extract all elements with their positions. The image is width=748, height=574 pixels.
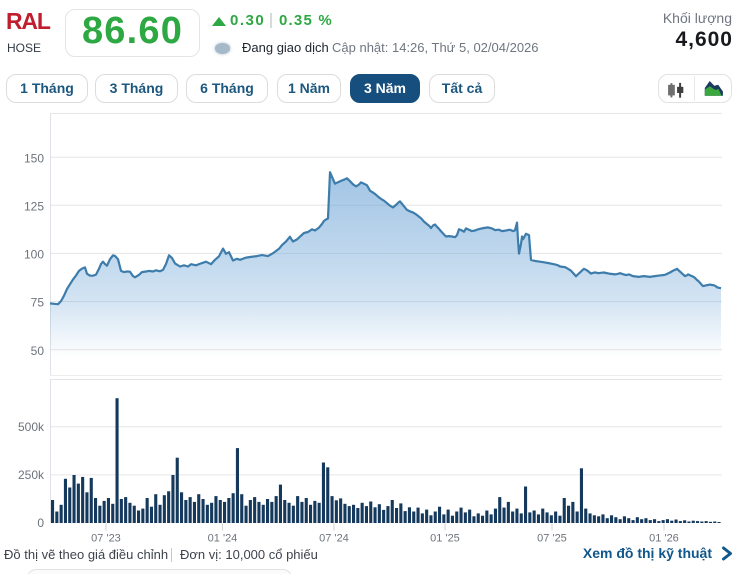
svg-text:01 '25: 01 '25	[430, 533, 460, 545]
svg-text:50: 50	[31, 344, 45, 358]
svg-text:01 '24: 01 '24	[208, 533, 238, 545]
svg-text:75: 75	[31, 296, 45, 310]
svg-text:250k: 250k	[18, 468, 45, 482]
svg-text:500k: 500k	[18, 420, 45, 434]
svg-text:07 '23: 07 '23	[91, 533, 121, 545]
svg-text:01 '26: 01 '26	[649, 533, 679, 545]
svg-text:150: 150	[24, 151, 44, 165]
svg-text:100: 100	[24, 248, 44, 262]
svg-text:07 '24: 07 '24	[319, 533, 349, 545]
svg-text:07 '25: 07 '25	[537, 533, 567, 545]
svg-text:125: 125	[24, 200, 44, 214]
svg-text:0: 0	[37, 516, 44, 530]
